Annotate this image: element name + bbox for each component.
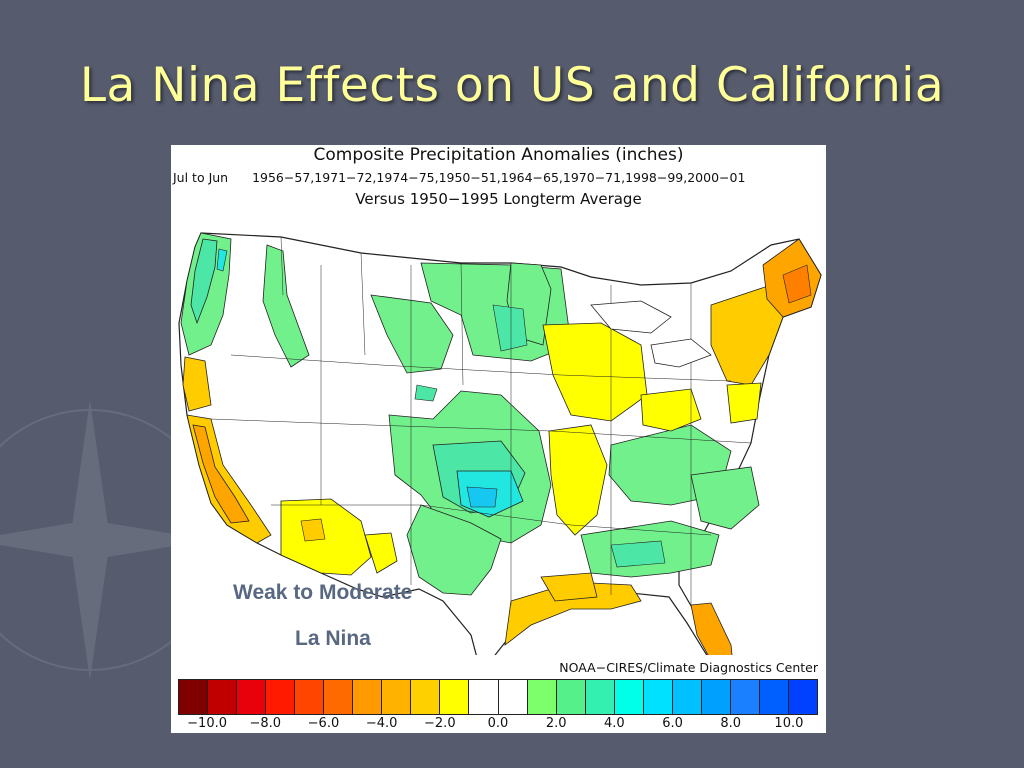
callout-line2: La Nina [295,627,371,650]
color-scale-tick-label: 2.0 [545,716,567,731]
wa-coast-wet-strong [190,238,218,325]
arizona-dry [280,498,372,576]
color-scale-tick-label: 4.0 [604,716,625,731]
color-scale-cell [440,679,470,715]
color-scale-cell [759,679,789,715]
us-anomaly-map [178,232,822,655]
oklahoma-max [466,486,498,508]
color-scale-cell [469,679,499,715]
wyoming-wet-spot [414,384,438,402]
color-scale-cell [643,679,673,715]
color-scale-bar [178,679,819,715]
wa-interior-cyan [216,248,228,272]
color-scale-tick-label: −4.0 [365,716,398,731]
color-scale-tick-label: 0.0 [487,716,509,731]
color-scale-cell [730,679,760,715]
color-scale-cell [788,679,819,715]
color-scale-tick-label: −10.0 [187,716,227,731]
florida-dry [690,602,733,655]
years-list: 1956−57,1971−72,1974−75,1950−51,1964−65,… [252,170,746,185]
carolinas-wet [690,466,760,530]
great-lakes-dry [542,322,648,422]
color-scale-cell [237,679,267,715]
color-scale-tick-label: −2.0 [424,716,456,731]
great-lakes [590,300,712,368]
new-mexico-dry [364,532,398,574]
figure-years: Jul to Jun 1956−57,1971−72,1974−75,1950−… [173,170,828,185]
slide-title: La Nina Effects on US and California [79,58,945,113]
color-scale-cell [556,679,586,715]
color-scale-cell [208,679,238,715]
callout-line1: Weak to Moderate [233,581,413,604]
color-scale-cell [295,679,325,715]
color-scale-cell [701,679,731,715]
color-scale-cell [498,679,528,715]
louisiana-dry [540,572,598,602]
figure-baseline: Versus 1950−1995 Longterm Average [355,190,642,208]
color-scale-tick-label: 8.0 [720,716,742,731]
period-label: Jul to Jun [173,170,229,185]
southeast-mid [610,540,666,568]
color-scale-tick-label: 10.0 [774,716,804,731]
color-scale-cell [353,679,383,715]
precipitation-figure: Composite Precipitation Anomalies (inche… [171,145,826,733]
idaho-wet [262,244,310,368]
california-strong [192,424,250,524]
north-plains-wet [370,294,454,374]
ohio-yellow [640,388,702,432]
color-scale-tick-label: −8.0 [249,716,282,731]
climate-division-lines [210,236,752,605]
mid-atlantic-dry [726,382,762,424]
color-scale-tick-label: 6.0 [662,716,683,731]
color-scale-cell [266,679,296,715]
color-scale-tick-label: −6.0 [307,716,340,731]
color-scale-cell [178,679,209,715]
dakotas-wet-mid [492,304,528,352]
color-scale-cell [672,679,702,715]
color-scale-ticks: −10.0 −8.0 −6.0 −4.0 −2.0 0.0 2.0 4.0 6.0 8.0 10.0 [171,716,826,733]
norcal-dry [182,356,212,412]
compass-watermark [0,400,221,680]
color-scale-cell [614,679,644,715]
figure-title: Composite Precipitation Anomalies (inche… [313,145,684,165]
mississippi-dry [548,424,608,536]
source-credit: NOAA−CIRES/Climate Diagnostics Center [559,660,818,675]
color-scale-cell [527,679,557,715]
arizona-orange [300,518,326,542]
color-scale-cell [411,679,441,715]
color-scale-cell [585,679,615,715]
new-england-max [782,264,812,304]
color-scale-cell [382,679,412,715]
color-scale-cell [324,679,354,715]
